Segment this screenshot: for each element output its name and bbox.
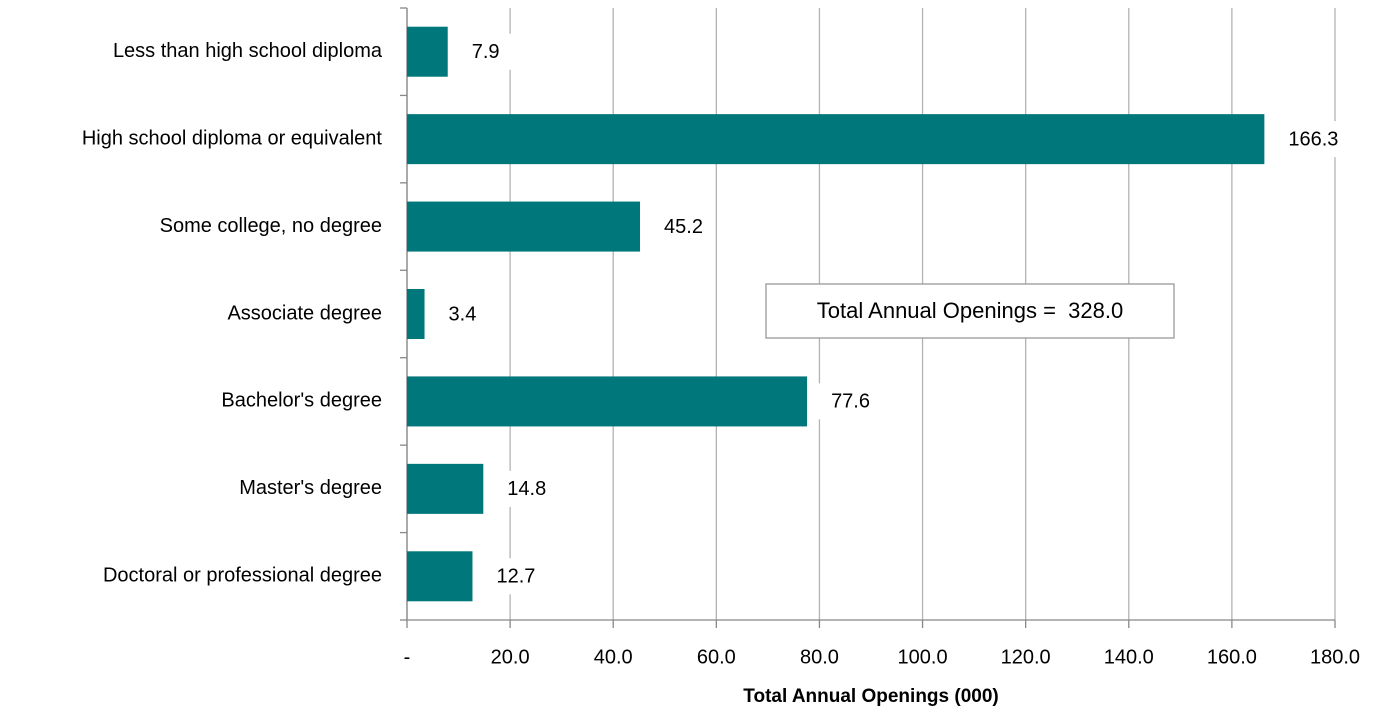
data-label: 14.8 (507, 478, 546, 500)
y-tick-label: High school diploma or equivalent (82, 127, 383, 149)
x-tick-label: 40.0 (594, 646, 633, 668)
annotation: Total Annual Openings = 328.0 (817, 298, 1123, 323)
bar (407, 463, 484, 514)
bar (407, 376, 808, 427)
data-label: 45.2 (664, 216, 703, 238)
data-label-bg (650, 208, 715, 245)
x-tick-label: 80.0 (800, 646, 839, 668)
x-tick-label: 180.0 (1310, 646, 1360, 668)
data-label-bg (817, 383, 882, 420)
bar (407, 201, 641, 252)
data-label: 77.6 (831, 391, 870, 413)
x-axis-label: Total Annual Openings (000) (743, 686, 998, 707)
y-tick-label: Bachelor's degree (221, 390, 382, 412)
data-label: 7.9 (472, 41, 500, 63)
x-tick-label: - (404, 646, 411, 668)
data-label: 12.7 (496, 566, 535, 588)
data-label-bg (457, 33, 522, 70)
data-label-bg (493, 470, 558, 507)
y-tick-label: Associate degree (227, 302, 382, 324)
bar (407, 551, 473, 602)
x-tick-label: 60.0 (697, 646, 736, 668)
bar (407, 114, 1265, 165)
x-tick-label: 160.0 (1207, 646, 1257, 668)
y-tick-label: Some college, no degree (160, 215, 382, 237)
data-label: 166.3 (1288, 128, 1338, 150)
data-label-bg (482, 558, 547, 595)
annotation-box (765, 283, 1175, 339)
x-tick-label: 100.0 (898, 646, 948, 668)
data-label-bg (434, 296, 499, 332)
x-tick-label: 20.0 (491, 646, 530, 668)
data-label-bg (1274, 121, 1339, 158)
x-tick-label: 140.0 (1104, 646, 1154, 668)
y-tick-label: Less than high school diploma (113, 40, 383, 62)
bar (407, 26, 448, 77)
x-tick-label: 120.0 (1001, 646, 1051, 668)
data-label: 3.4 (449, 303, 477, 325)
y-tick-label: Master's degree (239, 477, 382, 499)
y-tick-label: Doctoral or professional degree (103, 565, 382, 587)
bar (407, 289, 425, 339)
